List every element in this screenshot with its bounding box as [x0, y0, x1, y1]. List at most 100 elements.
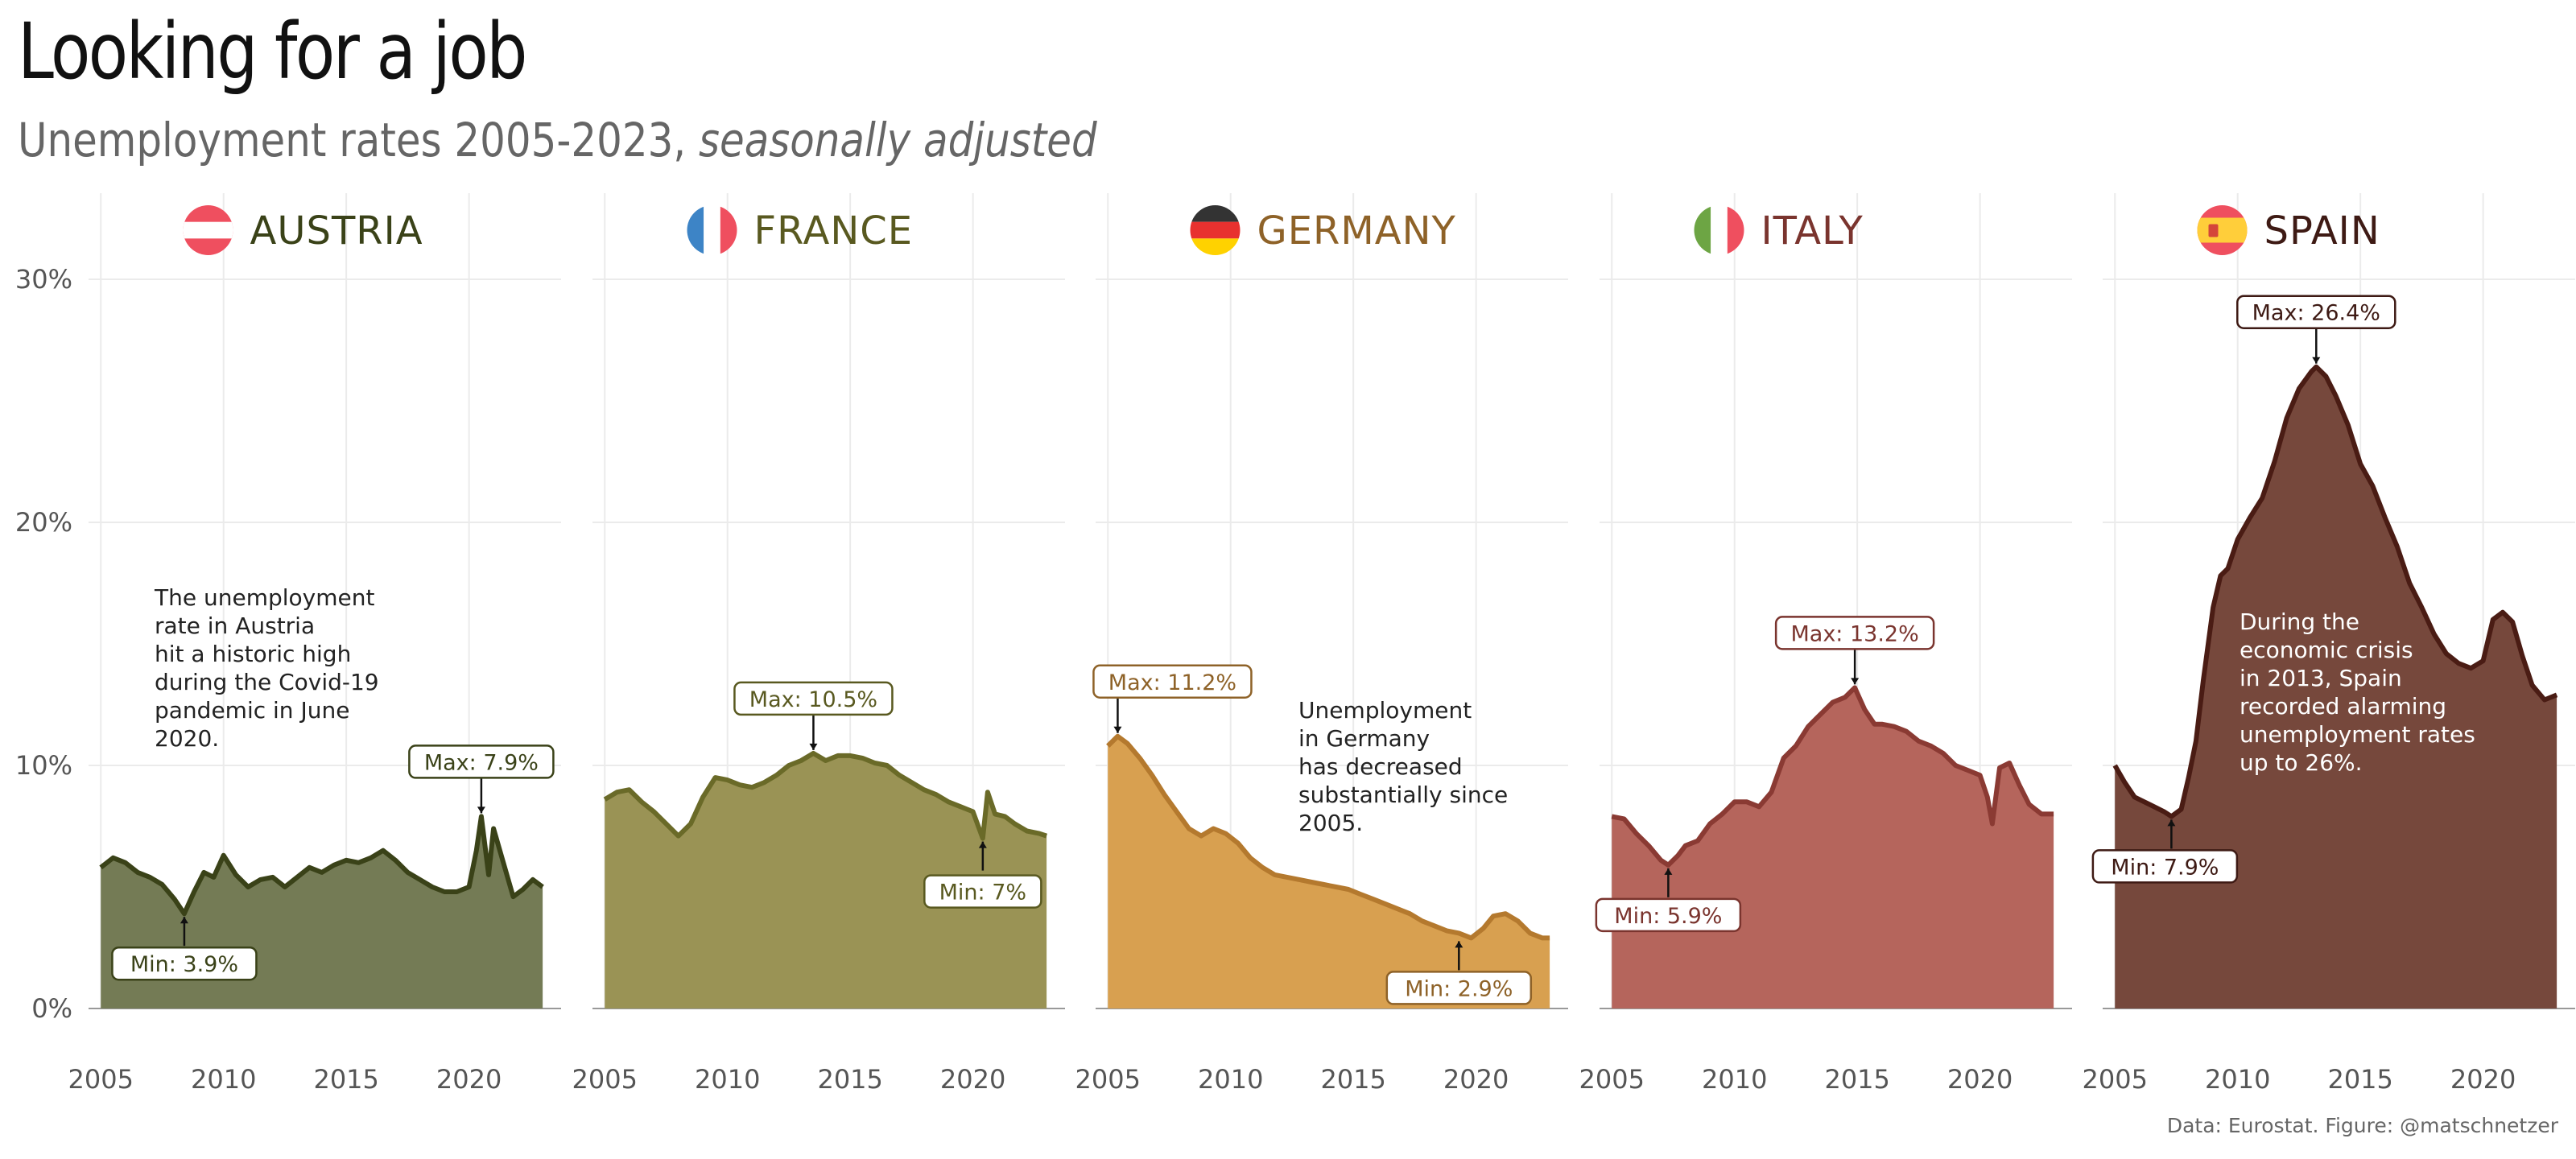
- annotation-line: hit a historic high: [155, 641, 351, 667]
- data-point: [272, 876, 273, 877]
- x-tick-label: 2010: [1198, 1064, 1263, 1095]
- facet-label-spain: SPAIN: [2264, 208, 2380, 254]
- max-label-box: [2236, 295, 2396, 329]
- data-point: [194, 892, 195, 893]
- data-point: [1710, 823, 1711, 824]
- min-label: Min: 7.9%: [2111, 855, 2219, 880]
- y-tick-label: 10%: [15, 750, 72, 781]
- data-point: [1213, 828, 1214, 829]
- min-arrow-head: [180, 917, 188, 924]
- data-point: [493, 828, 494, 829]
- x-tick-label: 2020: [2450, 1064, 2516, 1095]
- data-point: [1820, 714, 1821, 715]
- flag-stripe-white: [704, 205, 720, 255]
- data-point: [862, 757, 863, 758]
- x-tick-label: 2020: [1443, 1064, 1509, 1095]
- data-point: [2316, 366, 2317, 367]
- x-tick-label: 2020: [1947, 1064, 2013, 1095]
- min-label: Min: 5.9%: [1614, 904, 1722, 929]
- data-point: [503, 862, 504, 863]
- data-point: [1955, 765, 1956, 766]
- line-series-austria: [99, 814, 544, 917]
- data-point: [2195, 740, 2196, 741]
- data-point: [522, 889, 523, 890]
- data-point: [960, 806, 961, 807]
- data-point: [1668, 864, 1669, 865]
- data-point: [1493, 916, 1494, 917]
- chart-subtitle: Unemployment rates 2005-2023, seasonally…: [18, 113, 1097, 167]
- data-point: [1139, 757, 1140, 758]
- flag-stripe-red: [720, 205, 737, 255]
- data-point: [431, 887, 432, 888]
- facet-label-austria: AUSTRIA: [250, 208, 423, 254]
- data-point: [1808, 726, 1809, 727]
- max-arrow-head: [477, 806, 485, 814]
- data-point: [1046, 835, 1047, 836]
- line-series-italy: [1611, 685, 2054, 868]
- annotation-line: unemployment rates: [2240, 721, 2475, 748]
- facet-label-germany: GERMANY: [1257, 208, 1456, 254]
- min-label: Min: 7%: [939, 881, 1026, 905]
- data-point: [1348, 889, 1349, 890]
- data-point: [1893, 726, 1894, 727]
- annotation-line: up to 26%.: [2240, 749, 2363, 776]
- max-label-box: [1774, 616, 1935, 650]
- data-point: [752, 787, 753, 788]
- data-point: [1918, 740, 1919, 741]
- data-point: [2347, 425, 2348, 426]
- min-arrow-head: [1664, 868, 1673, 875]
- data-point: [1783, 757, 1784, 758]
- data-point: [850, 755, 851, 756]
- data-point: [727, 780, 728, 781]
- data-point: [309, 867, 310, 868]
- max-label: Max: 11.2%: [1108, 670, 1236, 695]
- data-point: [1844, 697, 1845, 698]
- flag-stripe-blue: [687, 205, 704, 255]
- max-label-box: [408, 744, 555, 779]
- data-point: [982, 838, 983, 839]
- data-point: [987, 792, 988, 793]
- max-arrow-head: [809, 743, 818, 750]
- y-tick-label: 20%: [15, 507, 72, 538]
- data-point: [666, 823, 667, 824]
- data-point: [2409, 583, 2410, 584]
- flag-stripes: [2197, 205, 2248, 255]
- data-point: [1722, 814, 1723, 815]
- data-point: [2522, 656, 2523, 657]
- flag-stripes: [687, 205, 737, 255]
- data-point: [2512, 621, 2513, 622]
- data-point: [2115, 765, 2116, 766]
- data-point: [740, 785, 741, 786]
- line-series-france: [603, 750, 1048, 841]
- data-point: [1250, 857, 1251, 858]
- chart-caption: Data: Eurostat. Figure: @matschnetzer: [2166, 1114, 2558, 1137]
- data-point: [899, 775, 900, 776]
- data-point: [1864, 709, 1865, 710]
- data-point: [837, 755, 838, 756]
- data-point: [2220, 575, 2221, 576]
- data-point: [333, 864, 334, 865]
- data-point: [1685, 845, 1686, 846]
- data-point: [874, 763, 875, 764]
- max-arrow-head: [1113, 726, 1122, 733]
- flag-emblem: [2208, 224, 2219, 237]
- data-point: [419, 879, 420, 880]
- flag-stripe-red: [1190, 221, 1241, 239]
- flag-stripe-yellow: [2197, 217, 2248, 243]
- data-point: [1014, 823, 1015, 824]
- min-label-box: [1385, 971, 1533, 1005]
- data-point: [260, 879, 261, 880]
- data-point: [532, 879, 533, 880]
- min-label: Min: 3.9%: [130, 952, 238, 977]
- facet-panel-austria: 2005 2010 2015 2020 AUSTRIA Max: 7.9% Min: 3.9…: [68, 193, 561, 1095]
- data-point: [358, 862, 359, 863]
- x-tick-label: 2020: [436, 1064, 502, 1095]
- data-point: [2311, 371, 2312, 372]
- max-arrow-head: [1851, 678, 1860, 685]
- flag-stripe-white: [1711, 205, 1728, 255]
- area-series-italy: [1612, 687, 2054, 1008]
- flag-stripes: [1694, 205, 1744, 255]
- facet-panel-france: 2005 2010 2015 2020 FRANCE Max: 10.5% Min: 7%: [572, 193, 1065, 1095]
- max-label: Max: 7.9%: [424, 750, 539, 775]
- data-point: [1274, 874, 1275, 875]
